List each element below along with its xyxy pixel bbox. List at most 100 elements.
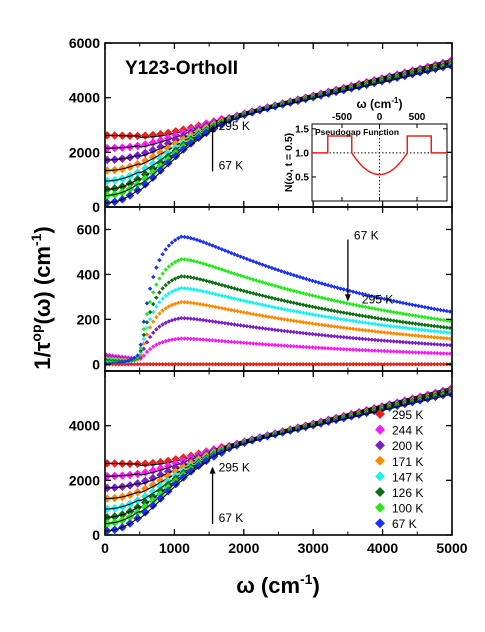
data-point — [397, 300, 403, 305]
data-point — [338, 325, 343, 330]
data-point — [254, 341, 259, 346]
data-point — [388, 349, 393, 354]
y-tick-label: 6000 — [69, 35, 100, 51]
data-point — [204, 303, 209, 308]
data-point — [241, 323, 246, 329]
data-point — [179, 145, 188, 154]
data-point — [444, 308, 449, 314]
data-point — [425, 323, 431, 328]
data-point — [266, 342, 271, 347]
data-point — [294, 344, 300, 349]
data-point — [300, 344, 306, 350]
data-point — [156, 457, 165, 467]
y-axis-label-sup: op — [28, 324, 44, 341]
legend-marker-126-K — [375, 487, 385, 497]
data-point — [225, 307, 231, 312]
data-point — [263, 303, 268, 308]
data-point — [347, 326, 353, 331]
data-point — [325, 323, 331, 328]
data-point — [288, 329, 293, 334]
data-point — [147, 299, 153, 305]
data-point — [319, 332, 325, 338]
data-point — [219, 338, 225, 344]
data-point — [210, 280, 215, 285]
data-point — [216, 320, 222, 325]
data-point — [325, 307, 331, 312]
data-point — [407, 301, 412, 307]
data-point — [344, 301, 350, 306]
x-axis-label-exp: -1 — [300, 571, 313, 587]
y-axis-label-main: 1/τ — [30, 341, 55, 369]
data-point — [369, 321, 375, 326]
data-point — [407, 349, 412, 355]
data-point — [216, 281, 222, 287]
data-point — [350, 335, 356, 341]
data-point — [207, 290, 212, 295]
data-point — [354, 327, 359, 332]
data-point — [416, 341, 421, 346]
data-point — [279, 285, 284, 290]
data-point — [332, 315, 337, 321]
data-point — [341, 334, 346, 340]
data-point — [375, 316, 381, 321]
data-point — [225, 249, 231, 254]
data-point — [241, 288, 246, 294]
data-point — [291, 308, 296, 314]
data-point — [247, 324, 253, 329]
data-point — [357, 303, 362, 308]
data-point — [400, 332, 406, 337]
data-point — [197, 260, 203, 265]
data-point — [354, 319, 359, 324]
data-point — [257, 279, 262, 284]
data-point — [403, 312, 409, 317]
data-point — [447, 309, 453, 314]
data-point — [422, 334, 428, 339]
data-point — [310, 278, 315, 284]
data-point — [244, 289, 250, 294]
panel-annotations: 295 K 67 K 67 K 295 K 295 K 67 K — [209, 119, 393, 525]
panel-middle — [104, 234, 453, 367]
data-point — [435, 316, 440, 322]
data-point — [385, 297, 390, 302]
x-axis-label-close: ) — [312, 573, 319, 598]
y-tick-label: 2000 — [69, 472, 100, 488]
y-axis-label: 1/τop(ω) (cm-1) — [28, 226, 55, 370]
data-point — [244, 310, 250, 316]
data-point — [144, 332, 150, 337]
data-point — [272, 342, 278, 348]
y-axis-label-tail: (ω) (cm — [30, 246, 55, 324]
data-point — [357, 313, 362, 318]
data-point — [400, 319, 406, 325]
data-point — [410, 326, 415, 331]
data-point — [156, 148, 165, 158]
data-point — [148, 466, 158, 475]
data-point — [285, 287, 290, 292]
data-point — [151, 344, 156, 349]
data-point — [332, 346, 337, 351]
data-point — [335, 346, 340, 352]
data-point — [435, 329, 440, 334]
data-point — [329, 346, 334, 351]
data-point — [140, 148, 150, 158]
data-point — [300, 310, 306, 316]
data-point — [310, 331, 315, 337]
data-point — [422, 328, 428, 333]
data-point — [219, 247, 225, 252]
data-point — [154, 295, 159, 300]
data-point — [397, 339, 403, 345]
data-point — [329, 315, 334, 320]
data-point — [447, 336, 453, 341]
data-point — [157, 257, 162, 263]
legend-label: 147 K — [392, 470, 423, 484]
data-point — [201, 317, 206, 323]
data-point — [344, 311, 350, 316]
data-point — [269, 315, 275, 320]
arrow-head — [209, 466, 216, 474]
data-point — [213, 338, 218, 343]
data-point — [135, 353, 140, 358]
data-point — [160, 286, 165, 291]
data-point — [156, 482, 165, 491]
data-point — [260, 326, 265, 331]
data-point — [363, 304, 368, 310]
